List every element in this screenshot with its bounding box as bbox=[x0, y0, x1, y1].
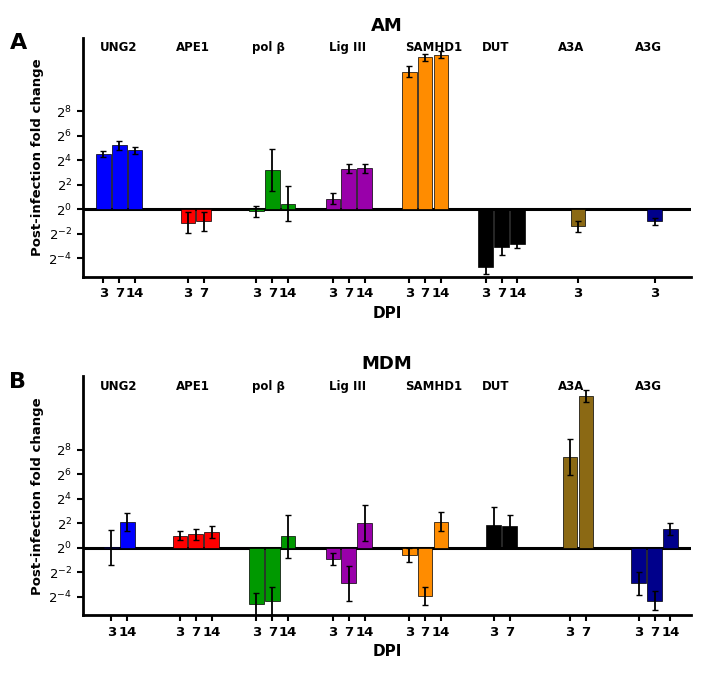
Bar bbox=[632, 548, 646, 583]
Bar bbox=[112, 145, 127, 210]
Bar bbox=[326, 548, 340, 559]
Bar bbox=[647, 548, 662, 601]
X-axis label: DPI: DPI bbox=[372, 306, 401, 320]
Bar bbox=[265, 170, 280, 210]
X-axis label: DPI: DPI bbox=[372, 644, 401, 659]
Text: DUT: DUT bbox=[481, 380, 509, 393]
Text: A3A: A3A bbox=[558, 41, 585, 54]
Title: MDM: MDM bbox=[362, 356, 412, 373]
Bar bbox=[341, 169, 356, 210]
Text: A3G: A3G bbox=[634, 380, 662, 393]
Bar bbox=[434, 522, 448, 548]
Bar bbox=[205, 532, 219, 548]
Text: B: B bbox=[9, 372, 26, 391]
Y-axis label: Post-infection fold change: Post-infection fold change bbox=[31, 397, 45, 595]
Bar bbox=[434, 55, 448, 210]
Bar bbox=[402, 72, 416, 210]
Bar bbox=[502, 527, 517, 548]
Bar bbox=[128, 150, 142, 210]
Bar bbox=[196, 210, 211, 222]
Title: AM: AM bbox=[371, 17, 403, 34]
Text: A3G: A3G bbox=[634, 41, 662, 54]
Bar bbox=[663, 529, 678, 548]
Bar bbox=[326, 199, 340, 210]
Bar bbox=[418, 57, 433, 210]
Bar bbox=[249, 548, 263, 604]
Bar bbox=[96, 154, 110, 210]
Bar bbox=[402, 548, 416, 555]
Text: A3A: A3A bbox=[558, 380, 585, 393]
Bar bbox=[173, 535, 187, 548]
Bar bbox=[563, 457, 578, 548]
Bar bbox=[578, 396, 593, 548]
Text: SAMHD1: SAMHD1 bbox=[405, 380, 462, 393]
Text: SAMHD1: SAMHD1 bbox=[405, 41, 462, 54]
Text: A: A bbox=[9, 33, 27, 53]
Bar bbox=[510, 210, 525, 243]
Bar bbox=[358, 523, 372, 548]
Bar bbox=[479, 210, 493, 267]
Bar bbox=[181, 210, 195, 222]
Bar bbox=[647, 210, 662, 222]
Text: pol β: pol β bbox=[253, 380, 285, 393]
Text: UNG2: UNG2 bbox=[100, 41, 137, 54]
Text: APE1: APE1 bbox=[176, 380, 210, 393]
Text: Lig III: Lig III bbox=[329, 380, 366, 393]
Bar bbox=[486, 525, 501, 548]
Bar bbox=[418, 548, 433, 596]
Text: DUT: DUT bbox=[481, 41, 509, 54]
Bar bbox=[358, 168, 372, 210]
Text: pol β: pol β bbox=[253, 41, 285, 54]
Bar bbox=[249, 210, 263, 211]
Bar bbox=[341, 548, 356, 583]
Text: Lig III: Lig III bbox=[329, 41, 366, 54]
Bar bbox=[571, 210, 586, 226]
Bar bbox=[265, 548, 280, 601]
Bar bbox=[281, 203, 295, 210]
Bar bbox=[494, 210, 509, 247]
Bar bbox=[120, 522, 135, 548]
Y-axis label: Post-infection fold change: Post-infection fold change bbox=[31, 58, 45, 256]
Text: APE1: APE1 bbox=[176, 41, 210, 54]
Bar bbox=[281, 536, 295, 548]
Bar bbox=[188, 535, 203, 548]
Text: UNG2: UNG2 bbox=[100, 380, 137, 393]
